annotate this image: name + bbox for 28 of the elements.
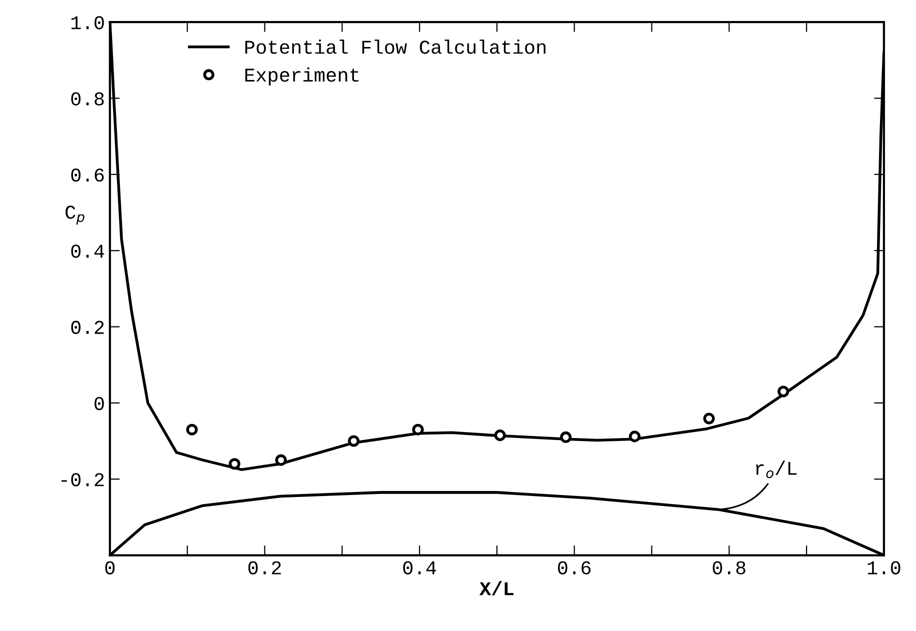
legend-label: Experiment — [245, 67, 358, 86]
point — [348, 435, 360, 447]
y-tick-label: -0.2 — [62, 473, 104, 486]
x-tick-label: 1.0 — [868, 561, 900, 574]
point — [228, 458, 240, 470]
x-tick-label: 0 — [105, 561, 115, 574]
x-tick-label: 0.2 — [248, 561, 281, 574]
point — [778, 386, 790, 398]
x-tick-label: 0.6 — [558, 561, 591, 574]
y-tick-label: 0.2 — [71, 320, 104, 334]
y-tick-label: 0.6 — [71, 168, 104, 182]
point — [494, 430, 506, 442]
y-axis-title: C$_{p}$ — [66, 206, 84, 225]
y-tick-label: 0.4 — [71, 244, 104, 258]
y-tick-label: 0 — [94, 396, 104, 410]
point — [186, 424, 198, 436]
point — [628, 430, 640, 442]
point — [560, 431, 572, 443]
legend-label: Potential Flow Calculation — [245, 40, 546, 54]
annotation: r$_{o}$/L — [756, 460, 797, 478]
point — [703, 412, 715, 424]
point — [275, 454, 287, 466]
x-tick-label: 0.4 — [403, 561, 436, 574]
y-tick-label: 0.8 — [71, 92, 104, 106]
point — [412, 424, 424, 436]
y-tick-label: 1.0 — [71, 16, 104, 30]
x-axis-title: X/L — [479, 581, 514, 596]
x-tick-label: 0.8 — [712, 561, 746, 574]
